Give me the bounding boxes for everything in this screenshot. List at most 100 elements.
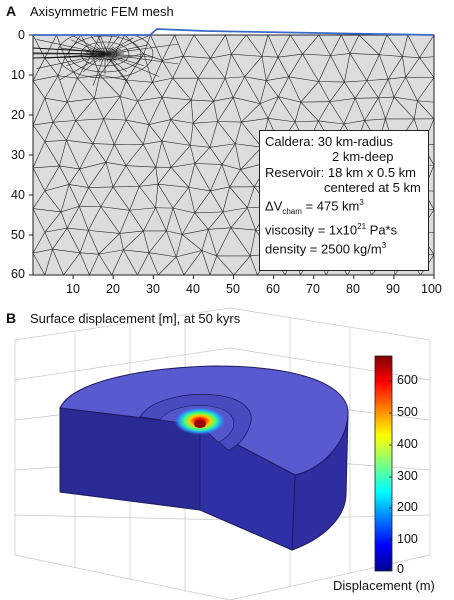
mesh-edge xyxy=(232,76,245,98)
mesh-edge xyxy=(52,227,68,250)
colorbar-tick-300: 300 xyxy=(397,469,418,483)
mesh-edge xyxy=(94,98,104,119)
mesh-edge xyxy=(33,75,59,82)
mesh-edge xyxy=(266,80,279,97)
displacement-peak xyxy=(194,420,206,428)
mesh-edge xyxy=(137,252,150,275)
x-tick-10: 10 xyxy=(66,282,80,296)
x-tick-100: 100 xyxy=(421,282,442,296)
mesh-edge xyxy=(240,146,262,170)
mesh-edge xyxy=(161,119,172,142)
mesh-edge xyxy=(33,190,46,209)
mesh-edge xyxy=(318,120,344,125)
mesh-edge xyxy=(216,227,232,257)
mesh-edge xyxy=(222,207,248,213)
mesh-edge xyxy=(52,101,68,123)
mesh-edge xyxy=(229,186,248,208)
mesh-edge xyxy=(57,57,66,76)
mesh-edge xyxy=(104,43,179,55)
mesh-edge xyxy=(217,121,236,144)
mesh-edge xyxy=(330,55,345,83)
mesh-edge xyxy=(68,184,80,207)
mesh-edge xyxy=(158,256,177,275)
mesh-edge xyxy=(405,57,420,78)
mesh-edge xyxy=(387,56,403,80)
mesh-edge xyxy=(349,53,380,56)
mesh-edge xyxy=(33,80,46,99)
mesh-edge xyxy=(142,144,157,168)
mesh-edge xyxy=(171,163,195,168)
mesh-edge xyxy=(104,52,124,55)
mesh-edge xyxy=(182,35,195,57)
mesh-edge xyxy=(210,53,232,59)
mesh-edge xyxy=(104,53,144,67)
volume-change-prefix: ΔV xyxy=(265,198,283,214)
mesh-edge xyxy=(194,190,211,214)
mesh-edge xyxy=(119,230,144,234)
mesh-edge xyxy=(161,140,172,168)
mesh-edge xyxy=(75,120,94,144)
mesh-edge xyxy=(172,208,183,235)
mesh-edge xyxy=(148,119,171,125)
mesh-edge xyxy=(44,35,57,59)
mesh-edge xyxy=(129,207,156,211)
mesh-edge xyxy=(247,186,255,208)
mesh-edge xyxy=(137,96,163,102)
mesh-edge xyxy=(302,53,331,56)
mesh-edge xyxy=(278,76,290,97)
mesh-edge xyxy=(261,56,267,81)
mesh-edge xyxy=(344,81,356,99)
mesh-edge xyxy=(66,120,76,141)
mesh-edge xyxy=(277,35,291,58)
mesh-edge xyxy=(354,98,365,121)
mesh-edge xyxy=(213,97,234,102)
mesh-edge xyxy=(126,53,145,81)
mesh-edge xyxy=(234,143,241,170)
mesh-edge xyxy=(67,227,89,231)
mesh-edge xyxy=(119,79,127,97)
mesh-edge xyxy=(68,168,80,185)
mesh-edge xyxy=(105,162,127,166)
mesh-edge xyxy=(100,206,130,211)
mesh-edge xyxy=(119,96,127,121)
mesh-edge xyxy=(71,35,106,55)
mesh-edge xyxy=(69,184,89,188)
mesh-edge xyxy=(161,35,175,61)
mesh-edge xyxy=(157,183,189,188)
mesh-edge xyxy=(209,255,218,275)
mesh-edge xyxy=(126,165,156,168)
volume-change-sub: cham xyxy=(282,207,302,217)
mesh-edge xyxy=(103,96,121,119)
mesh-edge xyxy=(79,187,89,207)
mesh-edge xyxy=(172,77,192,101)
mesh-edge xyxy=(88,186,114,188)
mesh-edge xyxy=(176,250,202,258)
x-tick-30: 30 xyxy=(146,282,160,296)
mesh-edge xyxy=(407,35,420,58)
mesh-edge xyxy=(318,55,331,82)
mesh-edge xyxy=(112,186,130,211)
mesh-edge xyxy=(161,140,191,146)
mesh-edge xyxy=(111,249,124,275)
volume-change-value: = 475 km xyxy=(301,198,360,214)
mesh-edge xyxy=(266,76,289,81)
mesh-edge xyxy=(75,98,95,121)
mesh-edge xyxy=(417,100,434,120)
mesh-edge xyxy=(139,166,157,187)
mesh-edge xyxy=(94,74,100,99)
mesh-edge xyxy=(393,96,418,102)
mesh-edge xyxy=(267,118,296,123)
mesh-edge xyxy=(33,124,46,142)
mesh-edge xyxy=(221,143,236,165)
mesh-edge xyxy=(201,250,217,257)
mesh-edge xyxy=(92,118,104,144)
mesh-edge xyxy=(174,35,184,57)
mesh-edge xyxy=(318,81,331,102)
mesh-edge xyxy=(417,77,434,101)
mesh-edge xyxy=(235,143,262,148)
mesh-edge xyxy=(181,234,203,251)
colorbar-tick-600: 600 xyxy=(397,373,418,387)
mesh-edge xyxy=(249,230,256,257)
mesh-edge xyxy=(259,80,267,104)
mesh-edge xyxy=(329,101,345,125)
